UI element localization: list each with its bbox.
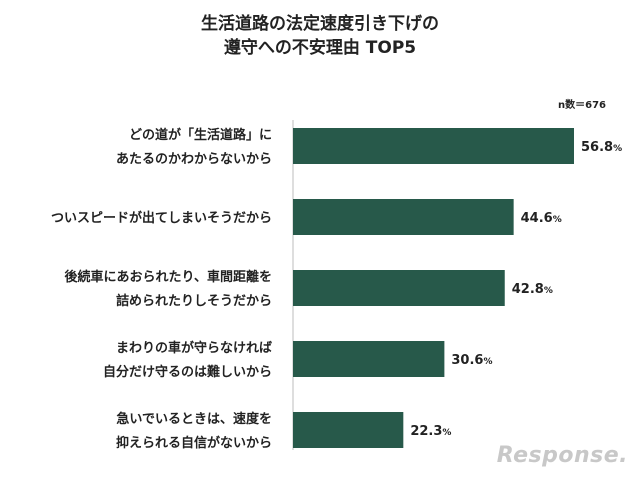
bar-4 [293,341,445,377]
value-unit-2: % [553,215,562,225]
value-label-1: 56.8% [581,140,622,155]
bar-3 [293,270,505,306]
category-label-4-line-1: まわりの車が守らなければ [116,340,272,356]
category-label-3-line-2: 詰められたりしそうだから [116,293,272,309]
category-label-2-line-1: ついスピードが出てしまいそうだから [51,210,272,226]
value-label-5: 22.3% [410,424,451,439]
bar-1 [293,128,574,164]
value-number-5: 22.3 [410,424,442,439]
value-label-2: 44.6% [521,211,562,226]
bar-2 [293,199,514,235]
category-label-3-line-1: 後続車にあおられたり、車間距離を [65,269,272,285]
category-label-1-line-1: どの道が「生活道路」に [129,127,272,143]
category-label-4-line-2: 自分だけ守るのは難しいから [103,364,272,380]
value-label-3: 42.8% [512,282,553,297]
value-number-3: 42.8 [512,282,544,297]
chart-title-line-2: 遵守への不安理由 TOP5 [223,38,417,58]
value-unit-1: % [613,144,622,154]
category-label-1-line-2: あたるのかわからないから [116,152,272,167]
value-unit-5: % [442,428,451,438]
value-unit-3: % [544,286,553,296]
value-number-2: 44.6 [521,211,553,226]
chart-title-line-1: 生活道路の法定速度引き下げの [201,14,439,34]
value-label-4: 30.6% [451,353,492,368]
sample-size-label: n数＝676 [558,100,606,111]
category-label-5-line-2: 抑えられる自信がないから [116,435,272,451]
value-unit-4: % [483,357,492,367]
bar-5 [293,412,404,448]
response-logo: Response. [496,443,628,468]
value-number-4: 30.6 [451,353,483,368]
chart-title: 生活道路の法定速度引き下げの 遵守への不安理由 TOP5 [0,12,640,60]
category-label-5-line-1: 急いでいるときは、速度を [116,411,272,427]
value-number-1: 56.8 [581,140,613,155]
